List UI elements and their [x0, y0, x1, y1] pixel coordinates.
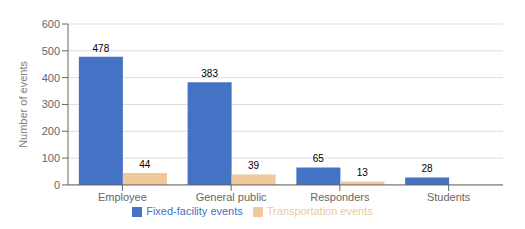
svg-text:39: 39 — [248, 160, 260, 171]
svg-text:600: 600 — [42, 18, 60, 30]
svg-text:Employee: Employee — [98, 191, 147, 203]
svg-text:28: 28 — [422, 163, 434, 174]
svg-text:65: 65 — [313, 153, 325, 164]
svg-text:400: 400 — [42, 72, 60, 84]
svg-text:478: 478 — [93, 43, 110, 54]
svg-text:100: 100 — [42, 152, 60, 164]
svg-text:300: 300 — [42, 98, 60, 110]
svg-text:44: 44 — [139, 159, 151, 170]
html-text:Fixed-facility events: Fixed-facility events — [146, 204, 243, 217]
svg-text:13: 13 — [357, 167, 369, 178]
svg-text:Number of events: Number of events — [17, 61, 29, 148]
svg-text:383: 383 — [201, 68, 218, 79]
svg-text:0: 0 — [54, 179, 60, 191]
html-text:Transportation events: Transportation events — [266, 204, 373, 217]
svg-text:Responders: Responders — [310, 191, 370, 203]
svg-text:200: 200 — [42, 125, 60, 137]
svg-text:500: 500 — [42, 45, 60, 57]
svg-text:General public: General public — [196, 191, 267, 203]
svg-text:Students: Students — [427, 191, 471, 203]
